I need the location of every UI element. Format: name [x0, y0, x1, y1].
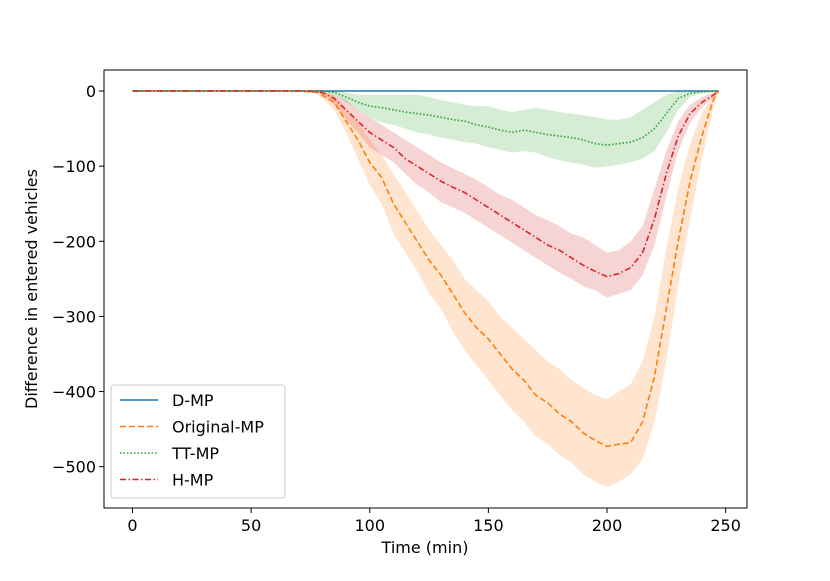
- tt-mp-band: [132, 91, 719, 168]
- original-mp-line: [132, 90, 720, 448]
- legend-label-h-mp: H-MP: [172, 471, 214, 490]
- h-mp-band: [132, 91, 719, 298]
- y-axis-label: Difference in entered vehicles: [22, 169, 41, 409]
- x-tick-label: 200: [592, 516, 623, 535]
- series-lines: [132, 90, 720, 448]
- legend-entries: D-MP Original-MP TT-MP H-MP: [120, 391, 264, 490]
- confidence-bands: [132, 91, 719, 487]
- y-axis-ticks: 0 −100 −200 −300 −400 −500: [52, 82, 104, 477]
- y-tick-label: 0: [86, 82, 96, 101]
- x-axis-ticks: 0 50 100 150 200 250: [127, 508, 741, 535]
- legend: D-MP Original-MP TT-MP H-MP: [110, 384, 286, 499]
- y-tick-label: −200: [52, 232, 96, 251]
- legend-box: [110, 384, 286, 499]
- x-tick-label: 0: [127, 516, 137, 535]
- x-tick-label: 50: [241, 516, 261, 535]
- y-tick-label: −400: [52, 383, 96, 402]
- y-tick-label: −500: [52, 458, 96, 477]
- x-axis-label: Time (min): [381, 538, 469, 557]
- x-tick-label: 150: [473, 516, 504, 535]
- x-tick-label: 250: [710, 516, 741, 535]
- legend-label-original-mp: Original-MP: [172, 418, 264, 437]
- legend-label-d-mp: D-MP: [172, 391, 214, 410]
- x-tick-label: 100: [354, 516, 385, 535]
- h-mp-line: [132, 90, 720, 278]
- legend-label-tt-mp: TT-MP: [171, 444, 219, 463]
- y-tick-label: −300: [52, 307, 96, 326]
- y-tick-label: −100: [52, 157, 96, 176]
- plot-frame: [103, 69, 748, 509]
- original-mp-band: [132, 91, 719, 487]
